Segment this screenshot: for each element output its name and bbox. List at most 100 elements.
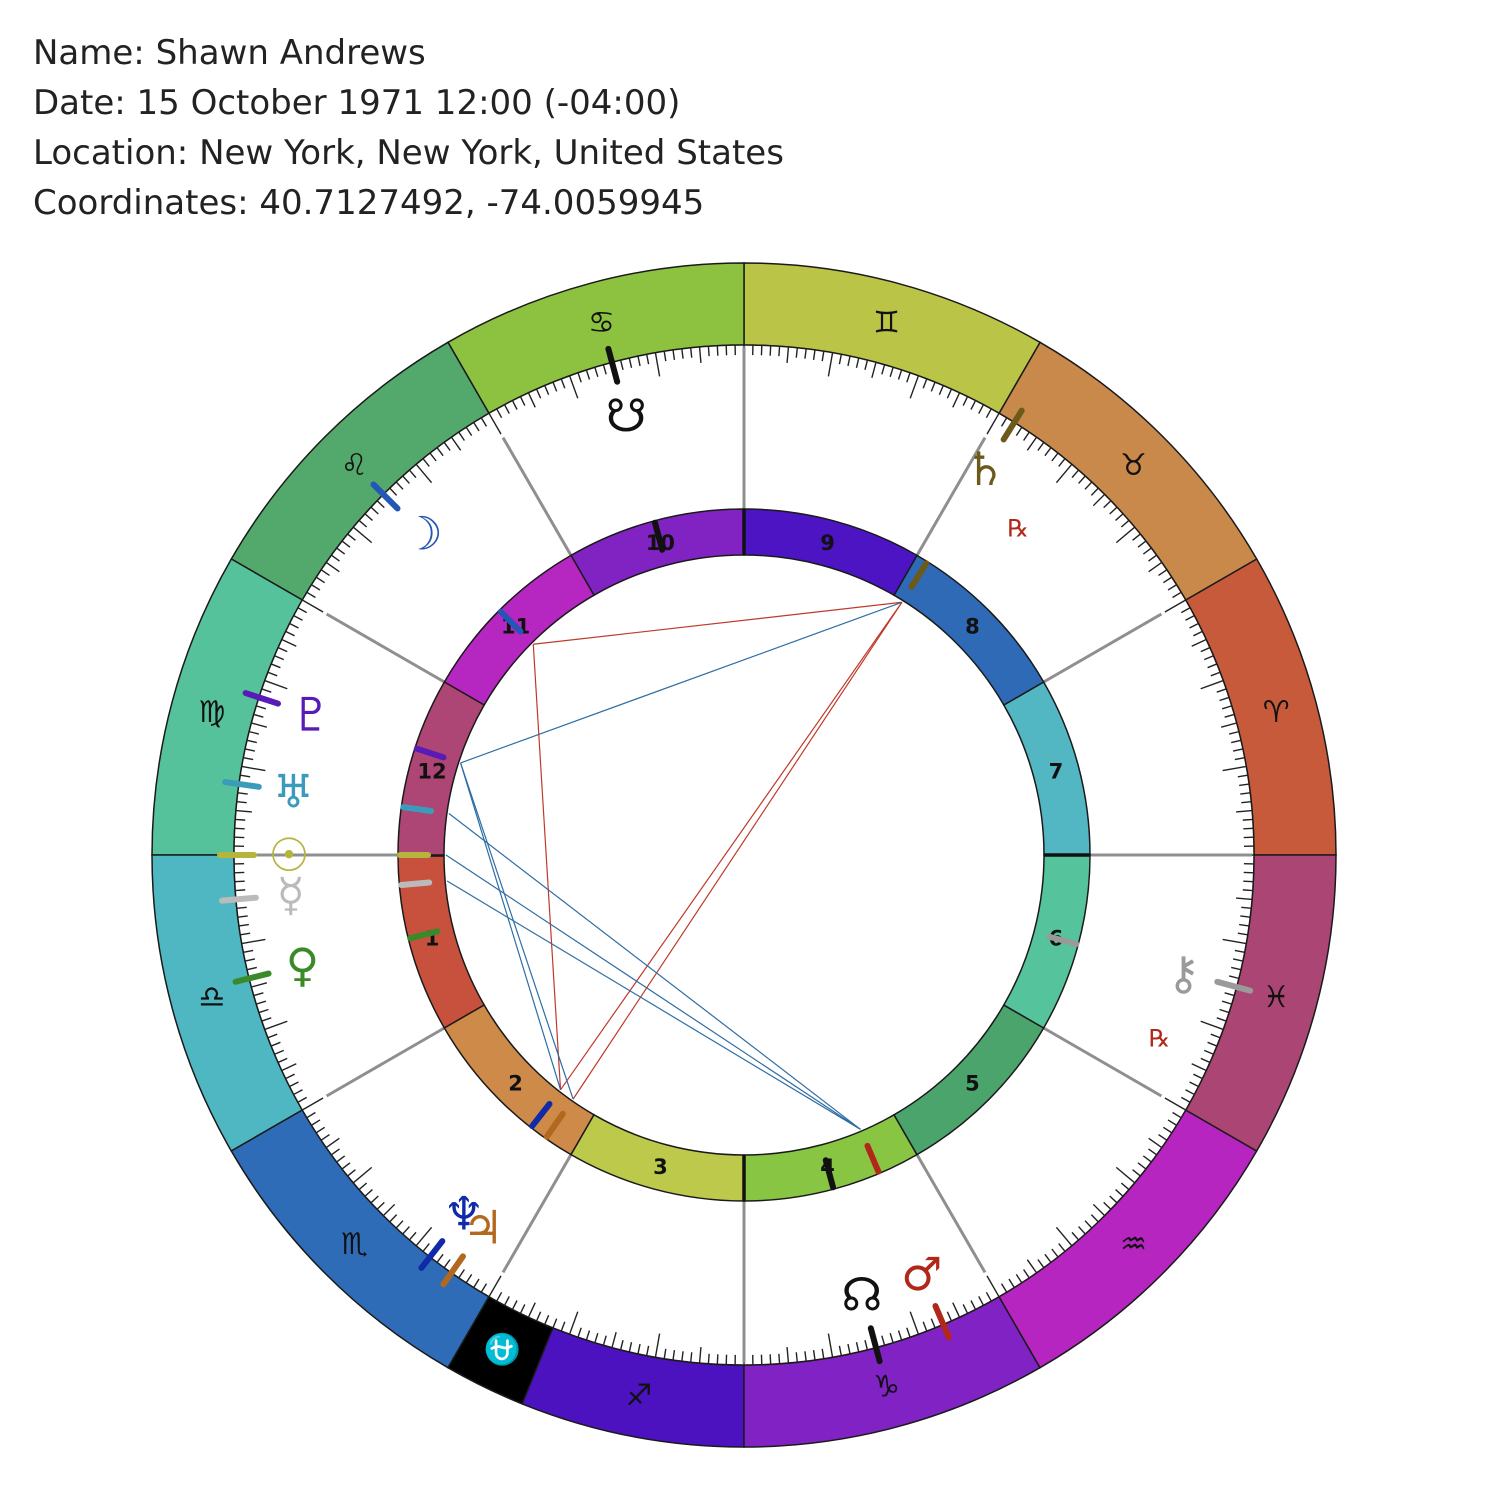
degree-tick [1044, 447, 1052, 457]
degree-tick [681, 348, 684, 359]
zodiac-sign-ophiuchus-icon: ⛎ [484, 1332, 521, 1368]
degree-tick [402, 1226, 410, 1235]
degree-tick [986, 412, 1000, 435]
degree-tick [1193, 630, 1203, 637]
degree-tick [812, 349, 816, 360]
degree-tick [1115, 1189, 1124, 1197]
degree-tick [311, 584, 321, 591]
degree-tick [1203, 1049, 1214, 1055]
degree-tick [663, 1348, 667, 1359]
date-line: Date: 15 October 1971 12:00 (-04:00) [33, 83, 681, 123]
degree-tick [389, 487, 398, 496]
degree-tick [256, 705, 267, 710]
pluto-outer-marker [242, 690, 281, 707]
degree-tick [315, 1126, 326, 1134]
degree-tick [281, 638, 297, 647]
degree-tick [1115, 526, 1136, 544]
degree-tick [429, 452, 437, 462]
zodiac-sign-taurus-icon: ♉ [1120, 448, 1147, 483]
degree-tick [978, 1296, 985, 1306]
neptune-inner-marker [529, 1101, 553, 1130]
degree-tick [236, 906, 247, 910]
degree-tick [889, 367, 894, 378]
degree-tick [1210, 671, 1221, 677]
zodiac-sign-gemini-icon: ♊ [873, 305, 900, 340]
zodiac-sign-aries-icon: ♈ [1263, 695, 1290, 730]
degree-tick [535, 388, 542, 399]
moon-icon: ☽ [402, 506, 443, 560]
degree-tick [519, 396, 526, 406]
mercury-inner-marker [398, 879, 433, 888]
house-cusp-line-12 [325, 612, 446, 684]
degree-tick [330, 1148, 340, 1156]
degree-tick [535, 1311, 542, 1322]
degree-tick [240, 774, 251, 778]
degree-tick [408, 469, 417, 479]
saturn-icon: ♄ [964, 442, 1005, 496]
degree-tick [1220, 722, 1237, 728]
degree-tick [1242, 889, 1253, 892]
venus-inner-marker [407, 928, 441, 942]
house-cusp-line-5 [915, 1153, 987, 1274]
degree-tick [672, 349, 676, 360]
degree-tick [341, 1162, 351, 1170]
chiron-icon: ⚷ [1167, 946, 1201, 1000]
degree-tick [1219, 696, 1230, 702]
degree-tick [352, 1166, 373, 1184]
degree-tick [347, 1169, 356, 1177]
degree-tick [402, 475, 410, 484]
degree-tick [289, 1081, 299, 1088]
degree-tick [1216, 1017, 1227, 1022]
degree-tick [637, 355, 641, 367]
house-number-9: 9 [820, 531, 835, 555]
pluto-inner-marker [413, 745, 447, 761]
degree-tick [352, 526, 373, 544]
degree-tick [246, 739, 257, 744]
degree-tick [786, 1347, 790, 1364]
degree-tick [496, 408, 503, 419]
degree-tick [320, 569, 330, 576]
degree-tick [847, 1343, 851, 1355]
degree-tick [376, 1201, 385, 1210]
degree-tick [986, 1275, 1000, 1298]
aspect-line-mercury-mars [446, 880, 861, 1130]
neptune-icon: ♆ [443, 1187, 484, 1241]
degree-tick [297, 607, 308, 614]
degree-tick [1185, 614, 1195, 621]
north-node-icon: ☊ [841, 1267, 882, 1321]
degree-tick [1241, 800, 1252, 804]
degree-tick [1185, 1089, 1195, 1096]
degree-tick [1137, 540, 1147, 548]
degree-tick [698, 1347, 702, 1364]
degree-tick [1026, 436, 1038, 451]
planet-glyphs: ☉☽☿♀♂♃♄℞♅♆♇⚷℞☊☋ [217, 345, 1254, 1365]
degree-tick [602, 1335, 607, 1346]
aspect-line-saturn-pluto [460, 601, 903, 764]
zodiac-sign-libra-icon: ♎ [198, 980, 225, 1015]
degree-tick [698, 346, 702, 363]
degree-tick [527, 1302, 536, 1318]
degree-tick [370, 506, 379, 515]
uranus-icon: ♅ [273, 765, 314, 819]
degree-tick [930, 1318, 936, 1329]
degree-tick [480, 1283, 488, 1293]
degree-tick [1189, 1081, 1199, 1088]
location-line: Location: New York, New York, United Sta… [33, 133, 784, 173]
degree-tick [285, 630, 295, 637]
degree-tick [1142, 547, 1152, 555]
sun-icon: ☉ [268, 828, 309, 882]
degree-tick [594, 367, 599, 378]
degree-tick [1207, 663, 1218, 669]
degree-tick [436, 447, 444, 457]
degree-tick [552, 1318, 558, 1329]
degree-tick [274, 1049, 285, 1055]
mars-inner-marker [864, 1142, 882, 1175]
degree-tick [261, 1017, 272, 1022]
degree-tick [243, 757, 254, 761]
degree-tick [568, 1311, 579, 1335]
degree-tick [1008, 1278, 1015, 1288]
degree-tick [716, 1354, 719, 1365]
degree-tick [248, 730, 260, 735]
degree-tick [281, 1063, 297, 1072]
degree-tick [1232, 958, 1244, 962]
